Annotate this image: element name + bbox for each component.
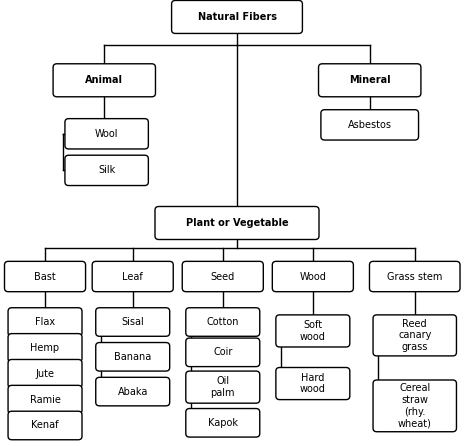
Text: Kapok: Kapok [208, 418, 238, 428]
Text: Hard
wood: Hard wood [300, 373, 326, 394]
FancyBboxPatch shape [53, 64, 155, 97]
FancyBboxPatch shape [186, 308, 260, 336]
Text: Leaf: Leaf [122, 272, 143, 281]
Text: Ramie: Ramie [29, 395, 61, 405]
FancyBboxPatch shape [186, 338, 260, 367]
FancyBboxPatch shape [8, 308, 82, 336]
Text: Silk: Silk [98, 165, 115, 175]
FancyBboxPatch shape [8, 359, 82, 388]
FancyBboxPatch shape [172, 0, 302, 33]
Text: Reed
canary
grass: Reed canary grass [398, 319, 431, 352]
FancyBboxPatch shape [8, 385, 82, 414]
Text: Grass stem: Grass stem [387, 272, 442, 281]
Text: Hemp: Hemp [30, 343, 60, 353]
Text: Coir: Coir [213, 347, 232, 357]
Text: Wood: Wood [300, 272, 326, 281]
FancyBboxPatch shape [96, 308, 170, 336]
Text: Cotton: Cotton [207, 317, 239, 327]
FancyBboxPatch shape [373, 315, 456, 356]
FancyBboxPatch shape [155, 206, 319, 240]
Text: Seed: Seed [210, 272, 235, 281]
Text: Bast: Bast [34, 272, 56, 281]
FancyBboxPatch shape [96, 377, 170, 406]
FancyBboxPatch shape [8, 411, 82, 440]
FancyBboxPatch shape [319, 64, 421, 97]
Text: Asbestos: Asbestos [348, 120, 392, 130]
Text: Wool: Wool [95, 129, 118, 139]
Text: Animal: Animal [85, 75, 123, 85]
Text: Soft
wood: Soft wood [300, 320, 326, 342]
Text: Mineral: Mineral [349, 75, 391, 85]
FancyBboxPatch shape [65, 119, 148, 149]
FancyBboxPatch shape [186, 409, 260, 437]
Text: Kenaf: Kenaf [31, 421, 59, 430]
FancyBboxPatch shape [276, 315, 350, 347]
FancyBboxPatch shape [272, 261, 353, 292]
FancyBboxPatch shape [186, 371, 260, 403]
Text: Cereal
straw
(rhy.
wheat): Cereal straw (rhy. wheat) [398, 384, 432, 428]
Text: Banana: Banana [114, 352, 151, 362]
Text: Plant or Vegetable: Plant or Vegetable [186, 218, 288, 228]
FancyBboxPatch shape [370, 261, 460, 292]
Text: Abaka: Abaka [118, 387, 148, 396]
FancyBboxPatch shape [96, 343, 170, 371]
FancyBboxPatch shape [276, 368, 350, 400]
Text: Natural Fibers: Natural Fibers [198, 12, 276, 22]
Text: Flax: Flax [35, 317, 55, 327]
FancyBboxPatch shape [92, 261, 173, 292]
FancyBboxPatch shape [5, 261, 85, 292]
FancyBboxPatch shape [373, 380, 456, 432]
Text: Oil
palm: Oil palm [210, 376, 235, 398]
FancyBboxPatch shape [182, 261, 263, 292]
FancyBboxPatch shape [321, 110, 419, 140]
Text: Sisal: Sisal [121, 317, 144, 327]
FancyBboxPatch shape [8, 334, 82, 362]
FancyBboxPatch shape [65, 155, 148, 186]
Text: Jute: Jute [36, 369, 55, 379]
